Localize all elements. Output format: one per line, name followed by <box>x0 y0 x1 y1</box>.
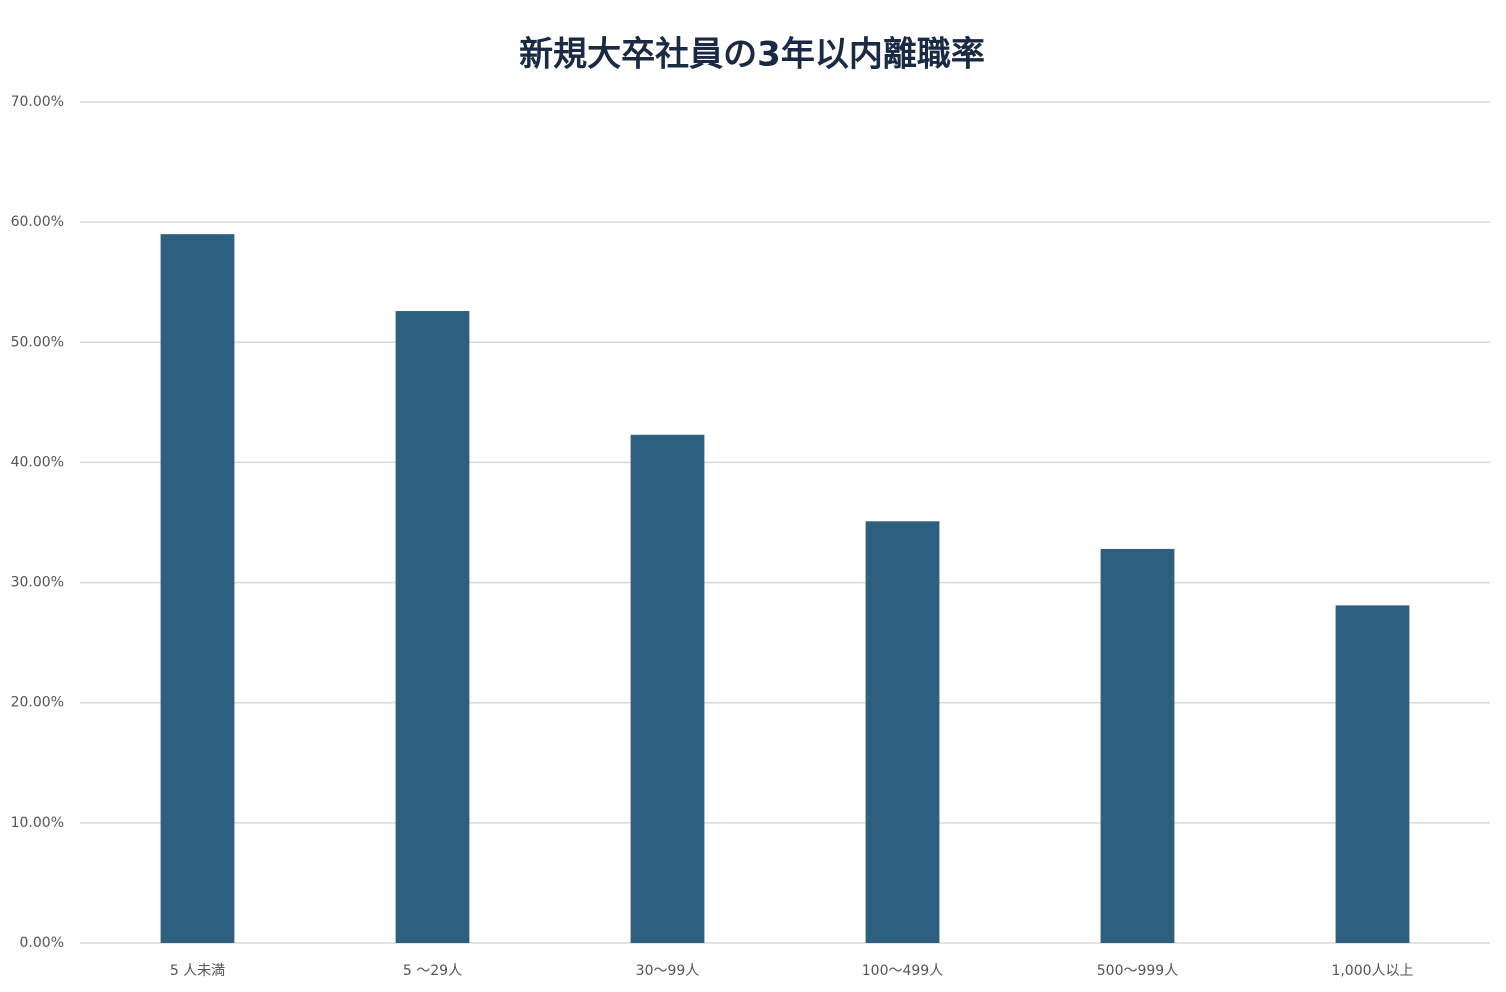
bar <box>1100 548 1175 943</box>
y-tick-label: 60.00% <box>11 214 64 230</box>
x-tick-label: 100〜499人 <box>862 963 943 979</box>
y-tick-label: 20.00% <box>11 695 64 711</box>
y-tick-label: 40.00% <box>11 454 64 470</box>
x-tick-label: 1,000人以上 <box>1331 963 1413 979</box>
bar <box>865 521 940 943</box>
bar <box>630 434 705 943</box>
x-tick-label: 500〜999人 <box>1097 963 1178 979</box>
y-tick-label: 70.00% <box>11 94 64 110</box>
y-tick-label: 30.00% <box>11 575 64 591</box>
x-tick-label: 30〜99人 <box>636 963 700 979</box>
chart-title: 新規大卒社員の3年以内離職率 <box>519 35 985 75</box>
bar <box>160 234 235 943</box>
y-tick-label: 50.00% <box>11 334 64 350</box>
bar <box>1335 605 1410 943</box>
bar <box>395 311 470 943</box>
y-tick-label: 0.00% <box>20 935 64 951</box>
y-tick-label: 10.00% <box>11 815 64 831</box>
x-tick-label: 5 〜29人 <box>403 963 462 979</box>
x-tick-label: 5 人未満 <box>170 963 225 979</box>
